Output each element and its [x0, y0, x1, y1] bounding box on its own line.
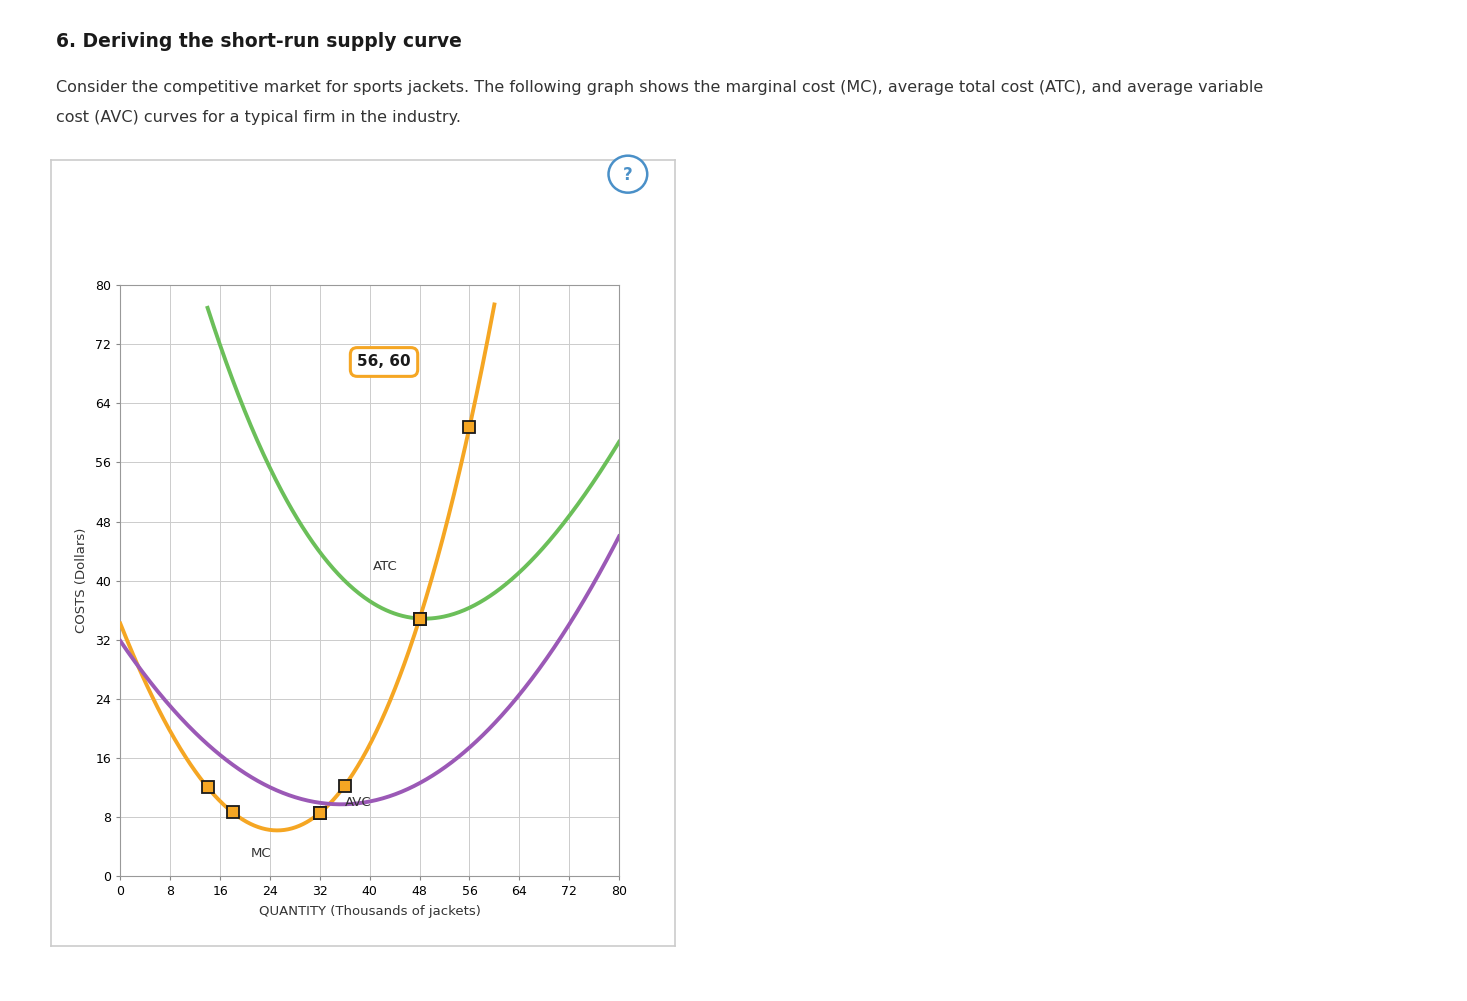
Text: 6. Deriving the short-run supply curve: 6. Deriving the short-run supply curve	[56, 32, 462, 51]
Text: 56, 60: 56, 60	[358, 354, 411, 369]
Text: ATC: ATC	[373, 560, 398, 573]
Text: ?: ?	[623, 166, 632, 184]
Text: AVC: AVC	[345, 796, 371, 809]
Circle shape	[609, 156, 647, 192]
Text: MC: MC	[251, 848, 271, 861]
Y-axis label: COSTS (Dollars): COSTS (Dollars)	[75, 528, 88, 634]
Text: Consider the competitive market for sports jackets. The following graph shows th: Consider the competitive market for spor…	[56, 80, 1263, 95]
X-axis label: QUANTITY (Thousands of jackets): QUANTITY (Thousands of jackets)	[258, 905, 481, 918]
Text: cost (AVC) curves for a typical firm in the industry.: cost (AVC) curves for a typical firm in …	[56, 110, 461, 125]
